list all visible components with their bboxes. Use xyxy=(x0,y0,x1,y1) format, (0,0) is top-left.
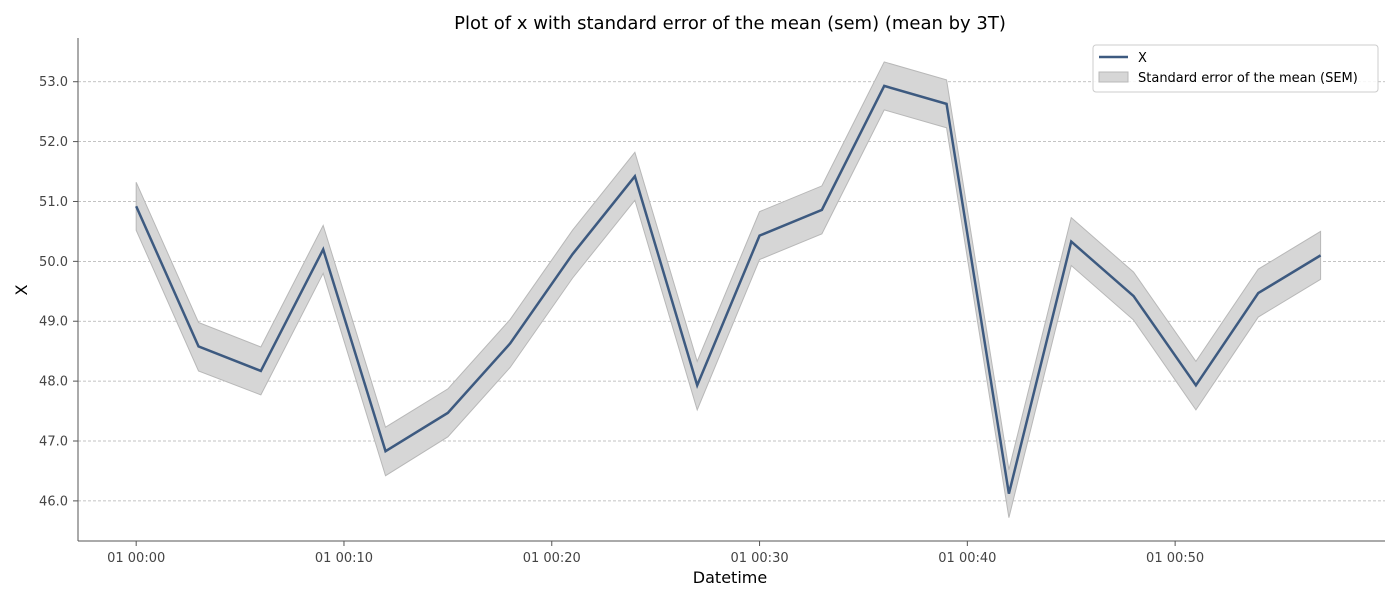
legend-label-x: X xyxy=(1138,51,1147,66)
y-tick-label: 52.0 xyxy=(39,135,68,150)
y-tick-label: 51.0 xyxy=(39,195,68,210)
legend-frame xyxy=(1092,44,1379,93)
x-tick-label: 01 00:10 xyxy=(315,551,373,566)
x-axis-ticks: 01 00:00 01 00:10 01 00:20 01 00:30 01 00:40… xyxy=(107,541,1204,566)
series-line-layer xyxy=(135,84,1322,494)
x-tick-label: 01 00:50 xyxy=(1146,551,1204,566)
chart-title: Plot of x with standard error of the mea… xyxy=(454,13,1006,34)
x-tick-label: 01 00:40 xyxy=(938,551,996,566)
y-axis-label: X xyxy=(12,284,31,295)
y-axis-ticks: 46.0 47.0 48.0 49.0 50.0 51.0 52.0 53.0 xyxy=(39,75,78,509)
legend-label-sem: Standard error of the mean (SEM) xyxy=(1138,71,1358,86)
y-tick-label: 49.0 xyxy=(39,315,68,330)
x-tick-label: 01 00:00 xyxy=(107,551,165,566)
legend: X Standard error of the mean (SEM) xyxy=(1092,44,1379,93)
y-tick-label: 46.0 xyxy=(39,494,68,509)
y-tick-label: 47.0 xyxy=(39,434,68,449)
y-tick-label: 48.0 xyxy=(39,375,68,390)
sem-band-layer xyxy=(135,61,1322,518)
legend-band-swatch xyxy=(1098,71,1129,83)
y-tick-label: 53.0 xyxy=(39,75,68,90)
y-tick-label: 50.0 xyxy=(39,255,68,270)
x-tick-label: 01 00:30 xyxy=(730,551,788,566)
x-axis-label: Datetime xyxy=(693,568,767,587)
axes xyxy=(77,38,1385,542)
sem-band xyxy=(135,61,1322,518)
x-tick-label: 01 00:20 xyxy=(523,551,581,566)
series-line-x xyxy=(135,84,1322,494)
